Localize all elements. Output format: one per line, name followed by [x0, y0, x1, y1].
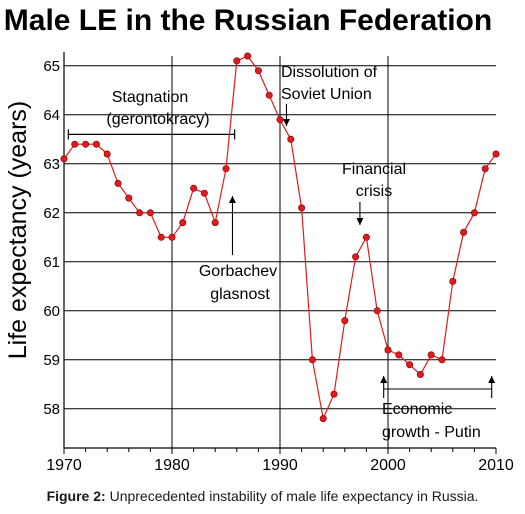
putin-arrow-left-head [380, 376, 388, 383]
annotation-financial-1: Financial [342, 161, 406, 178]
y-tick-label-62: 62 [43, 205, 60, 222]
annotation-markers [67, 104, 496, 398]
data-point-1980 [168, 233, 176, 241]
data-point-2000 [384, 346, 392, 354]
caption-text: Unprecedented instability of male life e… [105, 488, 479, 504]
data-point-1982 [190, 184, 198, 192]
x-tick-label-2000: 2000 [370, 457, 406, 474]
data-point-2004 [427, 351, 435, 359]
data-point-1985 [222, 165, 230, 173]
data-point-2003 [416, 370, 424, 378]
data-point-1970 [60, 155, 68, 163]
grid [64, 56, 496, 448]
data-point-1988 [254, 67, 262, 75]
data-point-1981 [179, 219, 187, 227]
data-point-2001 [395, 351, 403, 359]
y-tick-label-59: 59 [43, 352, 60, 369]
stagnation-bracket [67, 129, 236, 140]
data-point-1990 [276, 116, 284, 124]
x-tick-label-1980: 1980 [154, 457, 190, 474]
gorbachev-arrow-head [228, 196, 236, 203]
putin-arrow-right [488, 376, 496, 398]
data-point-2009 [481, 165, 489, 173]
caption-label: Figure 2: [46, 488, 106, 504]
y-axis-label: Life expectancy (years) [4, 101, 32, 359]
data-point-1998 [362, 233, 370, 241]
data-point-1987 [244, 52, 252, 60]
data-point-1993 [308, 356, 316, 364]
data-point-1989 [265, 91, 273, 99]
data-point-2010 [492, 150, 500, 158]
data-point-1994 [319, 415, 327, 423]
data-point-2008 [470, 209, 478, 217]
data-point-1995 [330, 390, 338, 398]
data-point-1979 [157, 233, 165, 241]
data-point-1991 [287, 135, 295, 143]
data-point-2007 [460, 228, 468, 236]
annotation-dissolution-2: Soviet Union [281, 86, 372, 103]
x-tick-label-2010: 2010 [478, 457, 514, 474]
financial-arrow-head [356, 218, 364, 225]
putin-arrow-left [380, 376, 388, 398]
y-tick-label-64: 64 [43, 107, 60, 124]
data-point-1976 [125, 194, 133, 202]
data-point-1974 [103, 150, 111, 158]
tick-labels: 58 59 60 61 62 63 64 65 1970 1980 1990 2000 2010 [43, 58, 514, 474]
annotation-gorbachev-1: Gorbachev [199, 263, 277, 280]
data-point-1971 [71, 140, 79, 148]
gorbachev-arrow [228, 196, 236, 255]
data-point-1978 [146, 209, 154, 217]
data-point-1973 [92, 140, 100, 148]
annotation-financial-2: crisis [356, 183, 392, 200]
y-tick-label-63: 63 [43, 156, 60, 173]
data-point-2006 [449, 277, 457, 285]
data-point-1996 [341, 317, 349, 325]
axes [63, 52, 497, 454]
annotation-stagnation-1: Stagnation [112, 89, 189, 106]
data-point-1986 [233, 57, 241, 65]
y-tick-label-65: 65 [43, 58, 60, 75]
annotation-economic-2: growth - Putin [382, 424, 481, 441]
data-point-1984 [211, 219, 219, 227]
x-tick-label-1970: 1970 [46, 457, 82, 474]
y-tick-label-61: 61 [43, 254, 60, 271]
dissolution-arrow-head [282, 119, 290, 126]
financial-arrow [356, 202, 364, 225]
data-point-1997 [352, 253, 360, 261]
series [60, 52, 500, 423]
chart-title: Male LE in the Russian Federation [4, 4, 492, 37]
data-point-1992 [298, 204, 306, 212]
annotation-gorbachev-2: glasnost [210, 286, 270, 303]
annotation-economic-1: Economic [382, 401, 452, 418]
data-point-2005 [438, 356, 446, 364]
data-point-1983 [200, 189, 208, 197]
annotations: Stagnation (gerontokracy) Dissolution of… [106, 64, 480, 441]
annotation-dissolution-1: Dissolution of [281, 64, 378, 81]
dissolution-arrow [282, 104, 290, 126]
data-point-1999 [373, 307, 381, 315]
annotation-stagnation-2: (gerontokracy) [106, 111, 209, 128]
data-point-1977 [136, 209, 144, 217]
data-point-2002 [406, 361, 414, 369]
life-expectancy-chart: Male LE in the Russian Federation Life e… [4, 4, 514, 474]
y-tick-label-60: 60 [43, 303, 60, 320]
x-tick-label-1990: 1990 [262, 457, 298, 474]
y-tick-label-58: 58 [43, 401, 60, 418]
putin-arrow-right-head [488, 376, 496, 383]
data-point-1975 [114, 179, 122, 187]
data-point-1972 [82, 140, 90, 148]
figure-caption: Figure 2: Unprecedented instability of m… [0, 488, 525, 504]
